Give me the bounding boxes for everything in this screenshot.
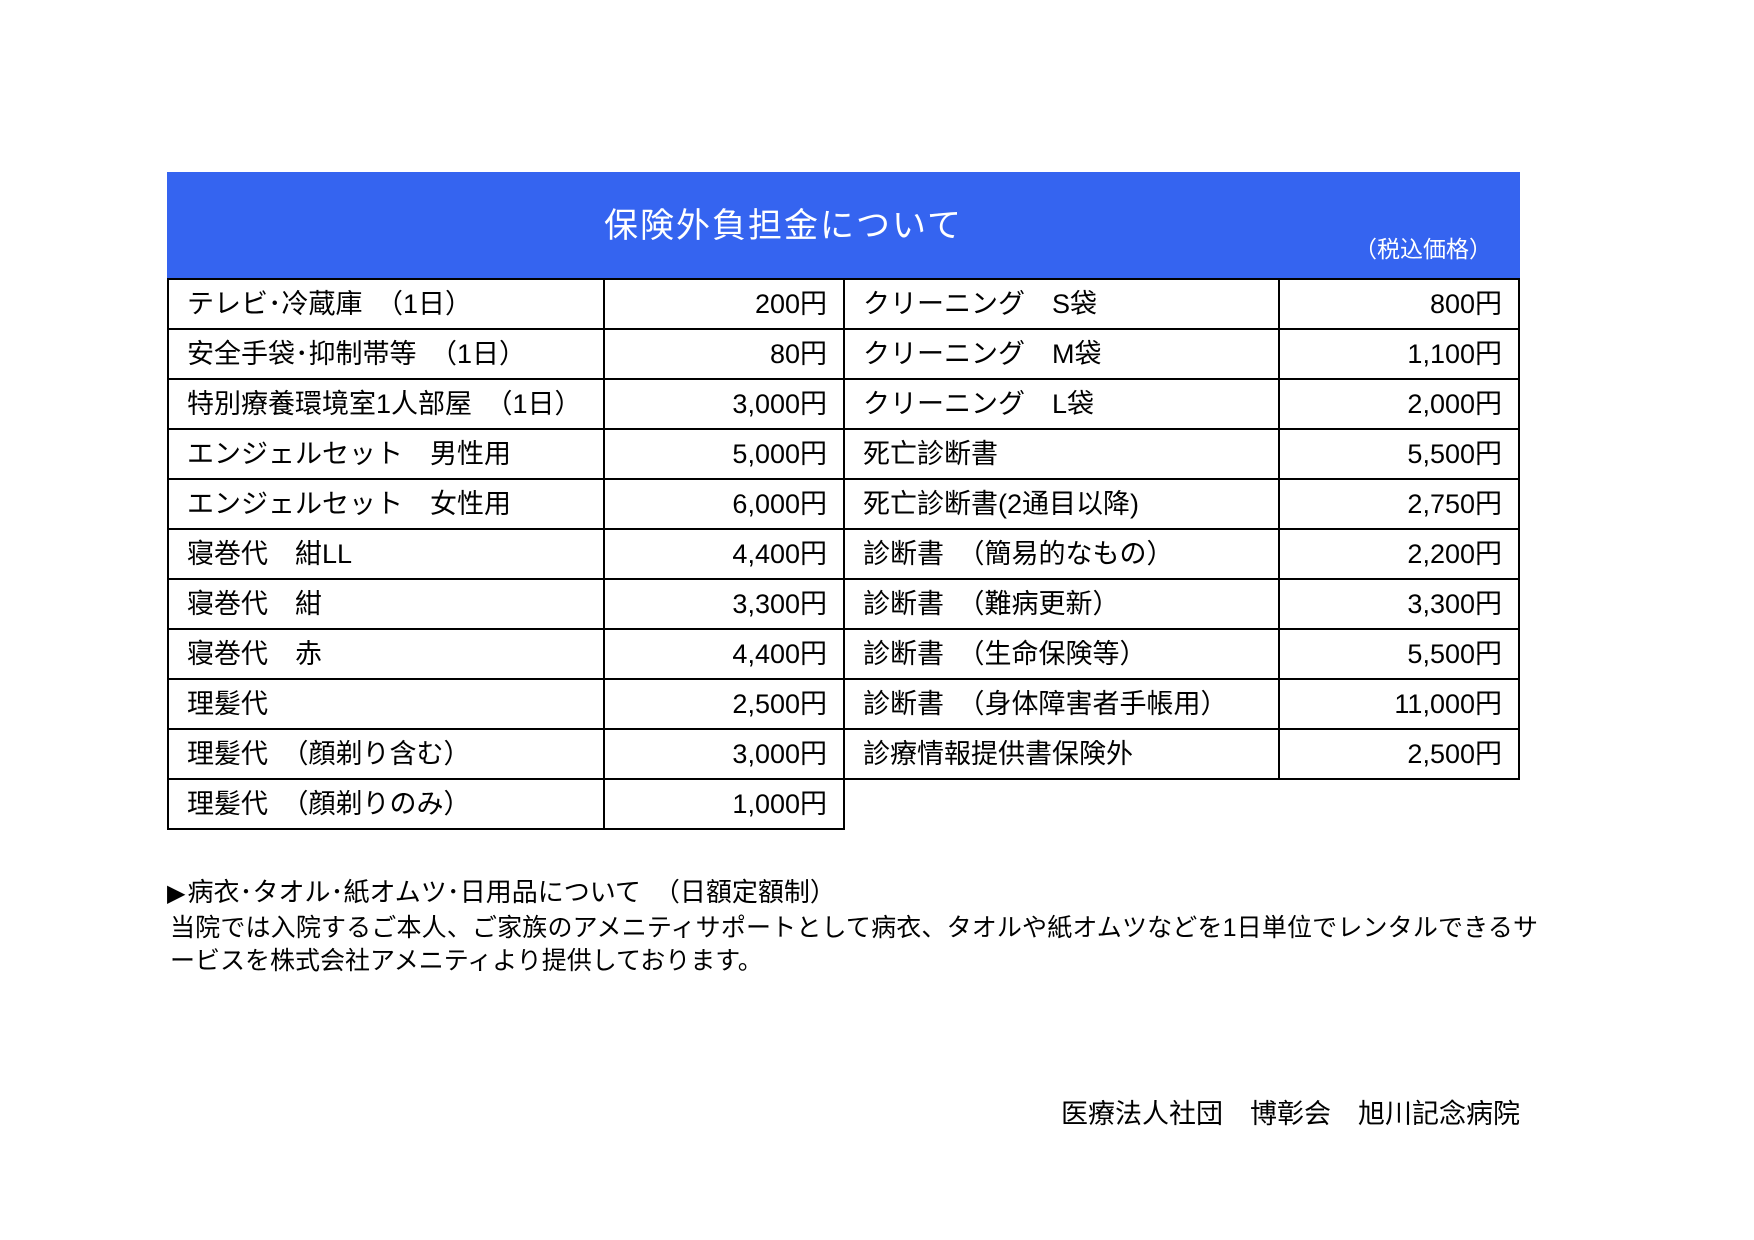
left-price-cell: 6,000円 [732,489,827,519]
left-price-cell: 3,300円 [732,589,827,619]
left-item-cell: 寝巻代 赤 [169,630,605,678]
right-price-cell: 2,200円 [1407,539,1502,569]
right-price-cell: 800円 [1429,289,1502,319]
table-row: 診断書 （簡易的なもの） 2,200円 [845,528,1518,578]
price-table-left: テレビ･冷蔵庫 （1日） 200円安全手袋･抑制帯等 （1日） 80円特別療養環境室… [167,278,845,830]
table-row: 安全手袋･抑制帯等 （1日） 80円 [169,328,843,378]
left-item-cell: エンジェルセット 女性用 [169,480,605,528]
right-price-cell: 2,500円 [1407,739,1502,769]
right-item-cell: 死亡診断書 [845,430,1280,478]
title-banner: 保険外負担金について （税込価格） [167,172,1520,278]
right-price-cell: 5,500円 [1407,439,1502,469]
left-item-cell: 理髪代 [169,680,605,728]
right-item-cell: 診療情報提供書保険外 [845,730,1280,778]
table-row: 寝巻代 紺LL 4,400円 [169,528,843,578]
left-price-cell: 2,500円 [732,689,827,719]
left-item-cell: 安全手袋･抑制帯等 （1日） [169,330,605,378]
hospital-name: 医療法人社団 博彰会 旭川記念病院 [1061,1099,1520,1129]
left-price-cell: 3,000円 [732,739,827,769]
left-price-cell: 3,000円 [732,389,827,419]
table-row: 理髪代 （顔剃りのみ） 1,000円 [169,778,843,828]
table-row: クリーニング S袋 800円 [845,280,1518,328]
table-row: 理髪代 （顔剃り含む） 3,000円 [169,728,843,778]
table-row: 診断書 （難病更新） 3,300円 [845,578,1518,628]
page-title: 保険外負担金について [604,207,963,245]
table-row: クリーニング M袋 1,100円 [845,328,1518,378]
right-item-cell: クリーニング S袋 [845,280,1280,328]
table-row: エンジェルセット 男性用 5,000円 [169,428,843,478]
left-item-cell: 寝巻代 紺LL [169,530,605,578]
rental-description: 当院では入院するご本人、ご家族のアメニティサポートとして病衣、タオルや紙オムツな… [170,914,1538,975]
right-item-cell: 診断書 （簡易的なもの） [845,530,1280,578]
left-price-cell: 80円 [769,339,827,369]
left-price-cell: 5,000円 [732,439,827,469]
left-price-cell: 4,400円 [732,539,827,569]
left-item-cell: 理髪代 （顔剃りのみ） [169,780,605,828]
left-price-cell: 200円 [754,289,827,319]
triangle-bullet-icon: ▶ [167,880,186,907]
left-item-cell: テレビ･冷蔵庫 （1日） [169,280,605,328]
rental-section-heading: ▶病衣･タオル･紙オムツ･日用品について （日額定額制） [167,872,836,909]
table-row: 診断書 （生命保険等） 5,500円 [845,628,1518,678]
table-row: 特別療養環境室1人部屋 （1日） 3,000円 [169,378,843,428]
table-row: テレビ･冷蔵庫 （1日） 200円 [169,280,843,328]
right-item-cell: 診断書 （難病更新） [845,580,1280,628]
left-item-cell: 特別療養環境室1人部屋 （1日） [169,380,605,428]
rental-heading-text: 病衣･タオル･紙オムツ･日用品について （日額定額制） [187,877,836,907]
right-item-cell: 診断書 （生命保険等） [845,630,1280,678]
right-price-cell: 3,300円 [1407,589,1502,619]
right-price-cell: 2,750円 [1407,489,1502,519]
right-item-cell: クリーニング L袋 [845,380,1280,428]
table-row: 寝巻代 赤 4,400円 [169,628,843,678]
right-price-cell: 11,000円 [1394,689,1502,719]
table-row: エンジェルセット 女性用 6,000円 [169,478,843,528]
left-item-cell: 理髪代 （顔剃り含む） [169,730,605,778]
right-item-cell: クリーニング M袋 [845,330,1280,378]
left-price-cell: 1,000円 [732,789,827,819]
right-price-cell: 2,000円 [1407,389,1502,419]
left-price-cell: 4,400円 [732,639,827,669]
left-item-cell: エンジェルセット 男性用 [169,430,605,478]
right-price-cell: 5,500円 [1407,639,1502,669]
table-row: 診断書 （身体障害者手帳用） 11,000円 [845,678,1518,728]
table-row: 寝巻代 紺 3,300円 [169,578,843,628]
table-row: 診療情報提供書保険外 2,500円 [845,728,1518,778]
right-item-cell: 死亡診断書(2通目以降) [845,480,1280,528]
right-item-cell: 診断書 （身体障害者手帳用） [845,680,1280,728]
table-row: 死亡診断書 5,500円 [845,428,1518,478]
price-table-right: クリーニング S袋 800円クリーニング M袋 1,100円クリーニング L袋 2,0… [845,278,1520,780]
table-row: 死亡診断書(2通目以降) 2,750円 [845,478,1518,528]
table-row: クリーニング L袋 2,000円 [845,378,1518,428]
tax-included-note: （税込価格） [1354,236,1492,262]
right-price-cell: 1,100円 [1407,339,1502,369]
table-row: 理髪代 2,500円 [169,678,843,728]
left-item-cell: 寝巻代 紺 [169,580,605,628]
